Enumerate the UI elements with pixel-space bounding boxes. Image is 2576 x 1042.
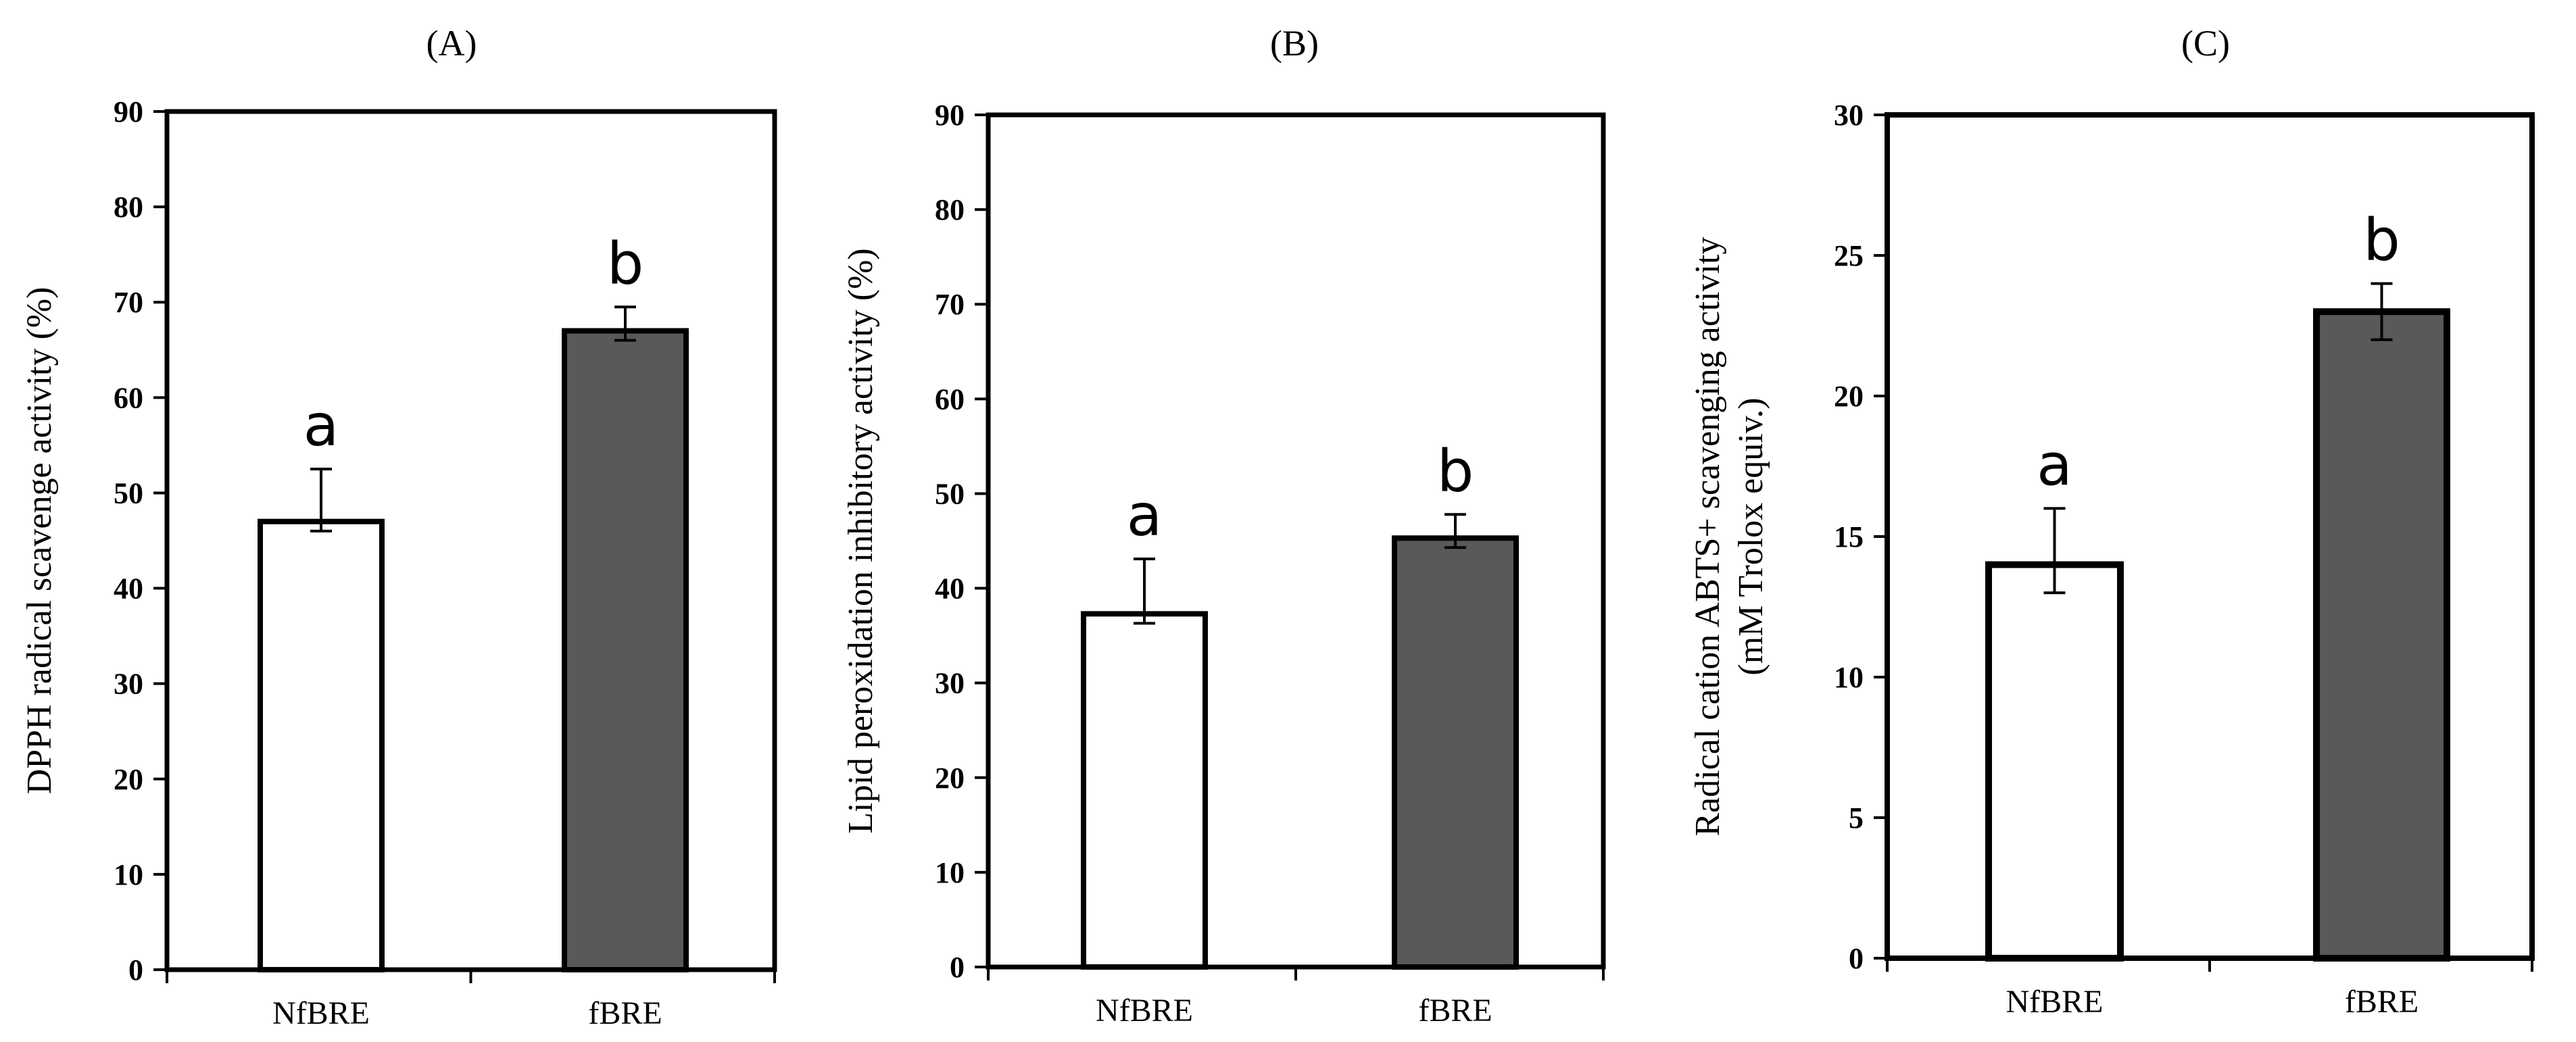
- bar: [1985, 561, 2124, 962]
- y-tick-label: 0: [1849, 942, 1864, 975]
- x-tick-label: NfBRE: [272, 995, 370, 1031]
- bar: [1081, 611, 1208, 970]
- significance-letter: a: [303, 392, 339, 460]
- y-tick-label: 15: [1834, 520, 1864, 553]
- y-tick-label: 30: [935, 667, 965, 700]
- y-tick-label: 25: [1834, 239, 1864, 272]
- y-tick-label: 40: [114, 572, 143, 605]
- panel-a: (A) DPPH radical scavenge activity (%) 0 10…: [20, 23, 777, 1031]
- bar: [1392, 535, 1519, 970]
- y-tick-label: 20: [1834, 380, 1864, 413]
- y-tick-label: 0: [950, 951, 965, 984]
- y-tick-label: 80: [114, 191, 143, 224]
- x-tick-label: fBRE: [588, 995, 662, 1031]
- y-tick-label: 10: [1834, 661, 1864, 694]
- panel-c: (C) Radical cation ABTS+ scavenging activ…: [1688, 23, 2535, 1020]
- y-tick-label: 50: [114, 476, 143, 510]
- bar: [258, 518, 385, 972]
- x-tick-label: fBRE: [2345, 984, 2419, 1020]
- y-tick-label: 0: [128, 953, 143, 987]
- y-tick-label: 90: [114, 95, 143, 128]
- x-tick-label: fBRE: [1418, 993, 1492, 1028]
- y-tick-label: 80: [935, 193, 965, 226]
- significance-letter: b: [2363, 207, 2400, 274]
- y-tick-label: 60: [935, 382, 965, 416]
- x-tick-label: NfBRE: [1096, 993, 1193, 1028]
- y-tick-label: 20: [114, 763, 143, 796]
- significance-letter: b: [1437, 437, 1474, 505]
- significance-letter: a: [1127, 482, 1163, 549]
- y-tick-label: 50: [935, 477, 965, 510]
- y-axis-title: Lipid peroxidation inhibitory activity (…: [842, 248, 880, 833]
- y-tick-label: 30: [114, 668, 143, 701]
- y-tick-label: 5: [1849, 801, 1864, 835]
- panel-title: (B): [1270, 23, 1319, 64]
- x-tick-label: NfBRE: [2006, 984, 2104, 1020]
- y-tick-label: 10: [935, 856, 965, 889]
- y-tick-label: 20: [935, 762, 965, 795]
- y-axis-title: DPPH radical scavenge activity (%): [20, 287, 59, 795]
- y-tick-label: 70: [935, 288, 965, 321]
- panel-title: (A): [427, 23, 477, 64]
- y-axis-title: Radical cation ABTS+ scavenging activity: [1688, 237, 1727, 836]
- y-tick-label: 60: [114, 381, 143, 414]
- y-tick-label: 40: [935, 572, 965, 605]
- panel-b: (B) Lipid peroxidation inhibitory activit…: [842, 23, 1606, 1028]
- y-tick-label: 70: [114, 286, 143, 319]
- bar: [562, 328, 689, 972]
- y-tick-label: 30: [1834, 99, 1864, 132]
- significance-letter: a: [2037, 431, 2072, 499]
- y-tick-label: 10: [114, 858, 143, 891]
- panel-title: (C): [2181, 23, 2230, 64]
- significance-letter: b: [607, 230, 644, 297]
- bar: [2313, 308, 2450, 962]
- y-axis-title: (mM Trolox equiv.): [1732, 397, 1770, 675]
- y-tick-label: 90: [935, 99, 965, 132]
